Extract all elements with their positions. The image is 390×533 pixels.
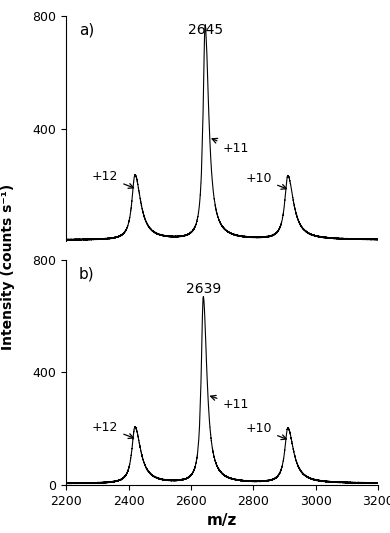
Text: +10: +10 (246, 172, 286, 189)
Text: +12: +12 (92, 421, 133, 439)
Text: a): a) (79, 23, 94, 38)
Text: Intensity (counts s⁻¹): Intensity (counts s⁻¹) (1, 183, 15, 350)
Text: 2639: 2639 (186, 281, 221, 296)
Text: +12: +12 (92, 170, 133, 188)
X-axis label: m/z: m/z (207, 513, 238, 528)
Text: +10: +10 (246, 422, 286, 440)
Text: +11: +11 (212, 139, 249, 155)
Text: 2645: 2645 (188, 23, 223, 37)
Text: +11: +11 (211, 395, 249, 411)
Text: b): b) (79, 266, 94, 281)
